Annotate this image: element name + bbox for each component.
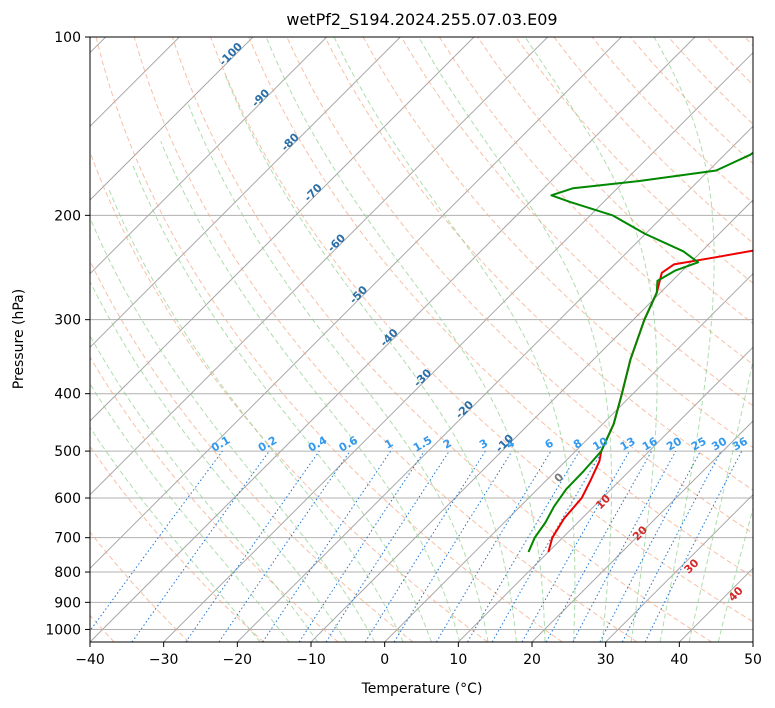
x-tick-label: 0 [380,652,389,668]
mixing-ratio-line [185,450,320,642]
x-tick-label: 40 [670,652,688,668]
dry-adiabat-line [248,37,753,578]
mixing-ratio-line [545,450,653,642]
dry-adiabat-line [210,37,753,623]
moist-adiabat-line [333,37,576,642]
isotherm-line [90,37,328,275]
moist-adiabat-line [90,280,347,642]
moist-adiabat-line [107,188,404,642]
mixing-ratio-line [131,450,270,642]
y-tick-label: 600 [54,491,81,507]
mixing-ratio-line [521,450,630,642]
dewpoint-line [527,151,753,553]
moist-adiabat-lines [90,37,753,642]
dry-adiabat-line [90,531,190,642]
dry-adiabat-line [400,37,753,407]
isotherm-line [236,125,753,642]
dry-adiabat-line [438,37,753,366]
moist-adiabat-line [90,382,290,642]
isotherm-line [90,37,622,570]
y-tick-label: 700 [54,531,81,547]
dry-adiabat-lines [90,37,753,642]
x-tick-label: −30 [149,652,179,668]
x-tick-label: −10 [296,652,326,668]
isotherm-line [605,493,753,642]
x-tick-label: −40 [75,652,105,668]
y-tick-label: 1000 [45,622,81,638]
moist-adiabat-line [653,37,715,642]
mixing-ratio-line [298,450,425,642]
isotherm-line [90,37,254,201]
x-axis-title: Temperature (°C) [361,681,483,697]
moist-adiabat-line [160,141,461,642]
moist-adiabat-line [90,216,376,642]
y-tick-label: 200 [54,208,81,224]
moist-adiabat-line [223,72,517,642]
moist-adiabat-line [524,37,658,642]
moist-adiabat-line [688,358,753,642]
x-tick-label: 30 [597,652,615,668]
moist-adiabat-line [132,165,432,642]
y-tick-label: 400 [54,387,81,403]
moist-adiabat-line [418,37,613,642]
plot-area: 0.1 0.2 0.4 0.6 1 1.5 2 3 4 6 8 10 13 16 20 25 30 36-100-… [90,37,753,642]
pressure-grid [90,37,753,630]
moist-adiabat-line [265,37,546,642]
dry-adiabat-line [90,356,339,642]
dry-adiabat-line [90,445,264,642]
x-tick-label: 50 [744,652,762,668]
dry-adiabat-line [133,37,638,642]
profile-series [527,151,753,553]
moist-adiabat-line [90,334,319,642]
x-tick-label: 10 [449,652,467,668]
isotherm-line [90,37,549,496]
dry-adiabat-line [171,37,712,642]
x-axis-ticks: −40 −30 −20 −10 0 10 20 30 40 50 [75,642,762,668]
dry-adiabat-line [90,150,488,642]
y-tick-label: 900 [54,595,81,611]
dry-adiabat-line [515,37,753,284]
plot-frame [89,36,754,643]
mixing-ratio-line [393,450,513,642]
isotherm-line [531,420,753,642]
moist-adiabat-line [187,104,489,642]
x-tick-label: −20 [223,652,253,668]
mixing-ratio-line [262,450,392,642]
dry-adiabat-line [95,37,563,642]
y-tick-label: 300 [54,313,81,329]
isotherm-lines [90,37,753,642]
mixing-ratio-line [572,450,677,642]
chart-title: wetPf2_S194.2024.255.07.03.E09 [286,10,557,30]
y-tick-label: 100 [54,30,81,46]
mixing-ratio-line [90,450,223,632]
isotherm-line [163,51,753,642]
temperature-line [547,249,753,553]
y-tick-label: 800 [54,565,81,581]
mixing-ratio-line [218,450,351,642]
dry-adiabat-line [90,259,414,642]
isotherm-line [90,37,475,422]
y-axis-ticks: 100 200 300 400 500 600 700 800 900 1000 [45,30,90,638]
isotherm-line [457,346,753,642]
moist-adiabat-line [717,506,753,642]
mixing-ratio-line [644,450,743,642]
y-tick-label: 500 [54,444,81,460]
isotherm-line [90,37,696,642]
dry-adiabat-line [324,37,753,491]
mixing-ratio-line [325,450,450,642]
isotherm-line [384,272,753,642]
x-tick-label: 20 [523,652,541,668]
moist-adiabat-line [90,426,261,642]
isotherm-line [90,37,401,349]
mixing-ratio-lines [90,450,743,642]
y-axis-title: Pressure (hPa) [11,289,27,389]
